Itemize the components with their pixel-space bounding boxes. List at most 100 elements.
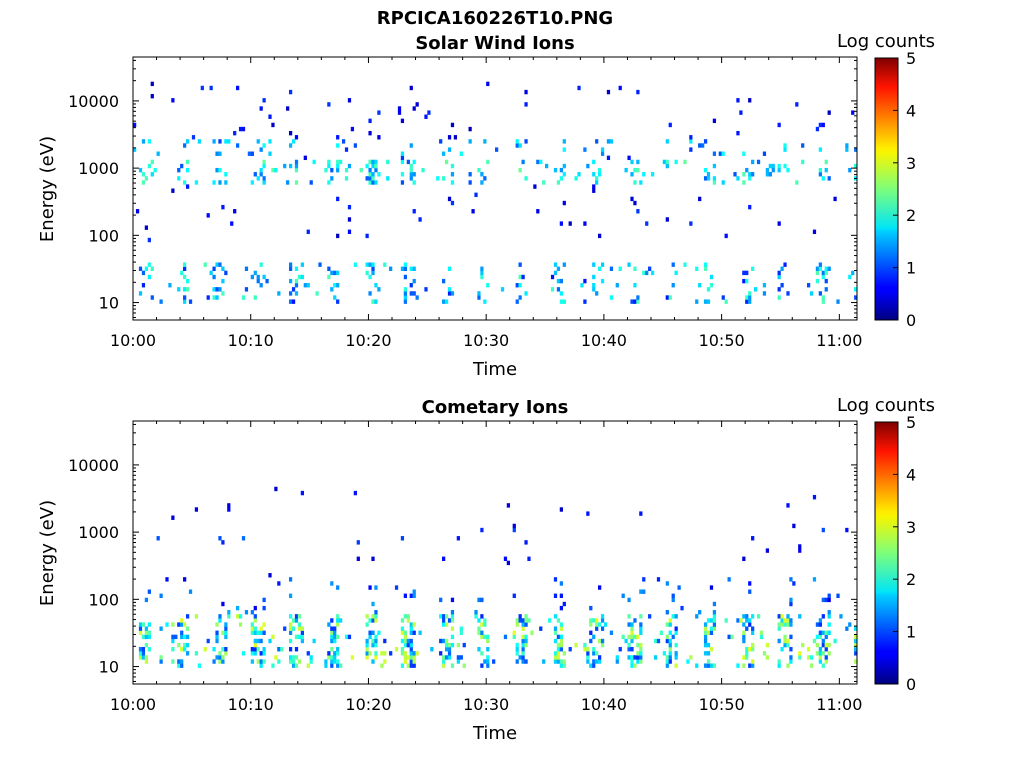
- heatmap-cell: [598, 167, 602, 173]
- heatmap-cell: [627, 155, 631, 161]
- heatmap-cell: [824, 659, 828, 664]
- heatmap-cell: [577, 85, 581, 91]
- heatmap-cell: [403, 614, 407, 619]
- heatmap-cell: [374, 610, 378, 615]
- heatmap-cell: [586, 647, 590, 652]
- heatmap-cell: [777, 622, 781, 627]
- heatmap-cell: [674, 630, 678, 635]
- heatmap-cell: [550, 287, 555, 292]
- heatmap-cell: [250, 274, 254, 280]
- heatmap-cell: [462, 642, 466, 648]
- heatmap-cell: [748, 589, 752, 594]
- heatmap-cell: [674, 626, 678, 631]
- heatmap-cell: [294, 647, 299, 652]
- heatmap-cell: [706, 651, 711, 656]
- heatmap-cell: [695, 299, 699, 304]
- heatmap-cell: [503, 634, 508, 640]
- heatmap-cell: [815, 270, 820, 276]
- heatmap-cell: [703, 167, 708, 173]
- heatmap-cell: [141, 180, 146, 185]
- y-tick-label: 10: [99, 658, 119, 677]
- heatmap-cell: [674, 651, 678, 656]
- heatmap-cell: [374, 642, 378, 648]
- heatmap-cell: [224, 139, 228, 144]
- heatmap-cell: [456, 655, 460, 660]
- heatmap-cell: [777, 626, 781, 631]
- colorbar-ticks: 0 1 2 3 4 5: [893, 413, 916, 694]
- heatmap-cell: [745, 647, 749, 652]
- heatmap-cell: [556, 618, 561, 623]
- heatmap-cell: [742, 655, 746, 660]
- heatmap-cell: [297, 634, 302, 640]
- heatmap-cell: [589, 638, 593, 644]
- heatmap-cell: [668, 647, 672, 652]
- heatmap-cell: [759, 630, 764, 635]
- heatmap-cell: [712, 601, 717, 607]
- heatmap-cell: [798, 544, 802, 549]
- heatmap-cell: [218, 139, 222, 144]
- heatmap-cell: [450, 291, 455, 296]
- heatmap-cell: [668, 655, 672, 660]
- heatmap-cell: [698, 610, 702, 615]
- heatmap-cell: [562, 601, 566, 607]
- heatmap-cell: [583, 221, 587, 226]
- heatmap-cell: [789, 597, 793, 603]
- heatmap-cell: [515, 143, 519, 148]
- heatmap-cell: [474, 614, 478, 619]
- heatmap-cell: [268, 139, 272, 144]
- heatmap-cell: [615, 659, 619, 664]
- heatmap-cell: [224, 651, 228, 656]
- heatmap-cell: [291, 139, 296, 144]
- colorbar-tick-label: 5: [906, 413, 916, 432]
- heatmap-cell: [733, 172, 737, 177]
- heatmap-cell: [633, 180, 637, 185]
- heatmap-cell: [365, 163, 369, 169]
- heatmap-cell: [212, 274, 216, 280]
- heatmap-cell: [185, 167, 190, 173]
- heatmap-cell: [383, 659, 387, 664]
- heatmap-cell: [268, 114, 272, 119]
- heatmap-cell: [483, 139, 487, 144]
- heatmap-cell: [636, 642, 640, 648]
- heatmap-cell: [259, 630, 263, 635]
- heatmap-cell: [330, 647, 334, 652]
- heatmap-cell: [218, 651, 222, 656]
- heatmap-cell: [444, 655, 449, 660]
- heatmap-cell: [218, 167, 222, 173]
- heatmap-cell: [789, 634, 793, 640]
- heatmap-cell: [450, 634, 455, 640]
- heatmap-cell: [183, 295, 187, 300]
- heatmap-cell: [147, 163, 151, 169]
- heatmap-cell: [447, 647, 452, 652]
- heatmap-cell: [397, 110, 402, 115]
- heatmap-cell: [783, 618, 787, 623]
- heatmap-cell: [821, 638, 825, 644]
- heatmap-cell: [330, 659, 334, 664]
- heatmap-cell: [836, 593, 840, 598]
- heatmap-cell: [297, 614, 302, 619]
- heatmap-cell: [336, 663, 340, 668]
- heatmap-cell: [447, 655, 452, 660]
- heatmap-cell: [409, 626, 413, 631]
- heatmap-cell: [736, 618, 740, 623]
- heatmap-cell: [854, 638, 857, 644]
- heatmap-cell: [680, 605, 684, 611]
- heatmap-cell: [550, 274, 555, 280]
- heatmap-cell: [559, 626, 563, 631]
- heatmap-cell: [827, 110, 831, 115]
- colorbar-tick-label: 0: [906, 675, 916, 694]
- heatmap-cell: [721, 295, 725, 300]
- heatmap-cell: [821, 663, 825, 668]
- heatmap-cell: [415, 295, 419, 300]
- heatmap-cell: [300, 630, 304, 635]
- heatmap-cell: [748, 663, 752, 668]
- heatmap-cell: [336, 585, 340, 590]
- heatmap-cell: [703, 299, 708, 304]
- heatmap-cell: [365, 233, 369, 239]
- heatmap-cell: [271, 634, 275, 640]
- heatmap-cell: [789, 622, 793, 627]
- heatmap-cell: [600, 626, 605, 631]
- heatmap-cell: [253, 626, 257, 631]
- heatmap-cell: [745, 651, 749, 656]
- heatmap-cell: [524, 622, 528, 627]
